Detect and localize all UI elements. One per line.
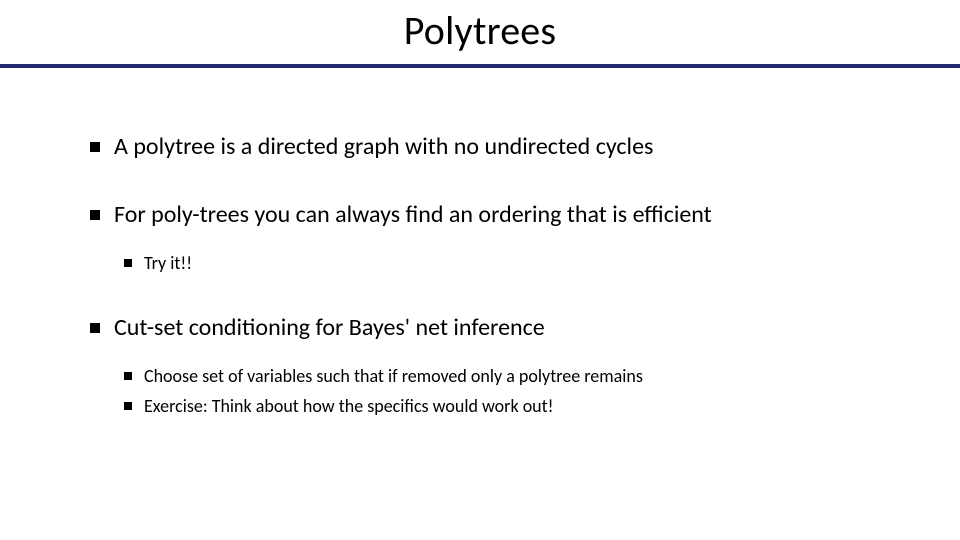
list-item: A polytree is a directed graph with no u… — [90, 132, 900, 162]
bullet-row: Exercise: Think about how the specifics … — [124, 395, 900, 418]
list-item: Cut-set conditioning for Bayes' net infe… — [90, 313, 900, 418]
square-bullet-icon — [90, 210, 100, 220]
title-wrap: Polytrees — [0, 0, 960, 55]
title-underline — [0, 64, 960, 68]
bullet-row: Choose set of variables such that if rem… — [124, 365, 900, 388]
list-item: For poly-trees you can always find an or… — [90, 200, 900, 275]
square-bullet-icon — [90, 323, 100, 333]
bullet-text: Cut-set conditioning for Bayes' net infe… — [114, 313, 545, 343]
content-area: A polytree is a directed graph with no u… — [90, 132, 900, 456]
bullet-text: A polytree is a directed graph with no u… — [114, 132, 653, 162]
square-bullet-icon — [124, 402, 132, 410]
slide-title: Polytrees — [0, 6, 960, 55]
list-item: Exercise: Think about how the specifics … — [124, 395, 900, 418]
bullet-text: For poly-trees you can always find an or… — [114, 200, 712, 230]
list-item: Choose set of variables such that if rem… — [124, 365, 900, 388]
slide: Polytrees A polytree is a directed graph… — [0, 0, 960, 540]
square-bullet-icon — [124, 372, 132, 380]
list-item: Try it!! — [124, 252, 900, 275]
bullet-row: Cut-set conditioning for Bayes' net infe… — [90, 313, 900, 343]
sub-bullet-list: Try it!! — [124, 252, 900, 275]
bullet-row: Try it!! — [124, 252, 900, 275]
sub-bullet-list: Choose set of variables such that if rem… — [124, 365, 900, 418]
bullet-row: A polytree is a directed graph with no u… — [90, 132, 900, 162]
sub-bullet-text: Exercise: Think about how the specifics … — [144, 395, 554, 418]
bullet-list: A polytree is a directed graph with no u… — [90, 132, 900, 418]
sub-bullet-text: Choose set of variables such that if rem… — [144, 365, 643, 388]
square-bullet-icon — [124, 259, 132, 267]
sub-bullet-text: Try it!! — [144, 252, 192, 275]
bullet-row: For poly-trees you can always find an or… — [90, 200, 900, 230]
square-bullet-icon — [90, 142, 100, 152]
